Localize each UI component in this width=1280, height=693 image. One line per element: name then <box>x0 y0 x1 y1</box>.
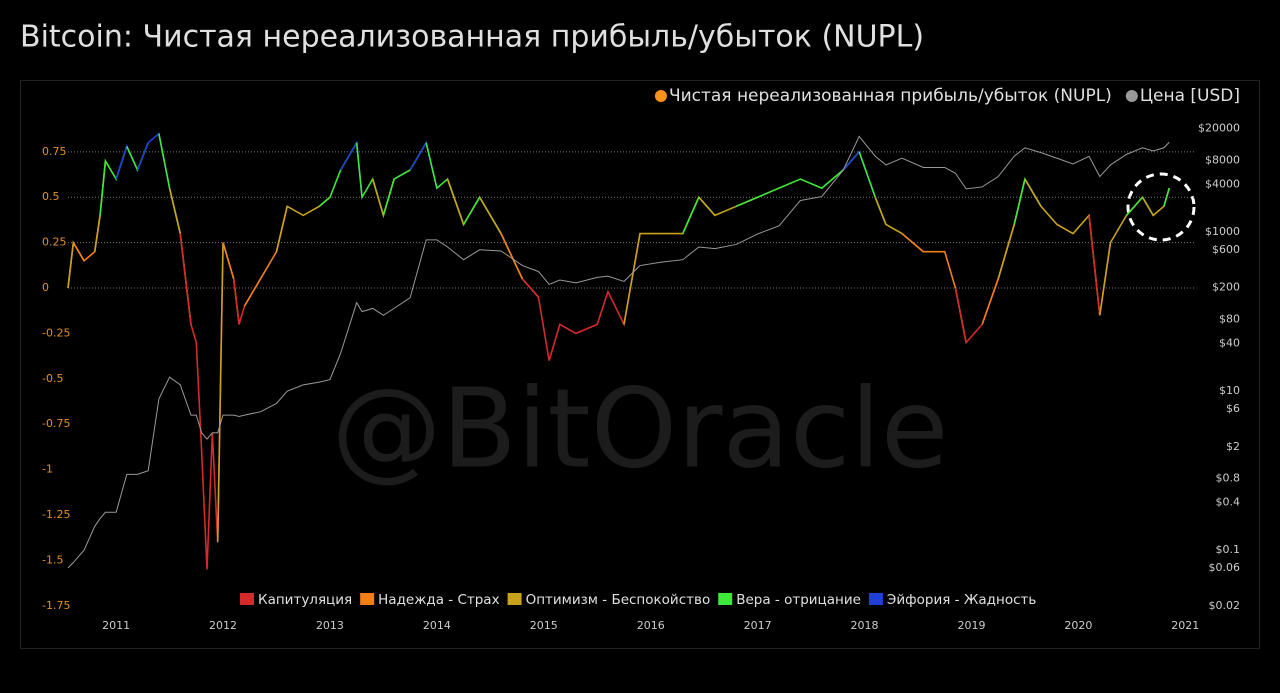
legend-marker <box>654 90 667 102</box>
y2-tick-label: $1000 <box>1205 225 1240 238</box>
y-tick-label: -0.25 <box>42 326 70 339</box>
zone-legend-label: Оптимизм - Беспокойство <box>526 592 711 608</box>
zone-legend-marker <box>718 593 733 605</box>
x-tick-label: 2012 <box>209 619 237 632</box>
chart-title: Bitcoin: Чистая нереализованная прибыль/… <box>20 20 924 55</box>
y-tick-label: 0.75 <box>42 145 67 158</box>
y2-tick-label: $200 <box>1212 281 1240 294</box>
y-tick-label: 0.25 <box>42 236 67 249</box>
y-tick-label: -0.5 <box>42 372 63 385</box>
legend-label: Цена [USD] <box>1140 86 1240 106</box>
y2-tick-label: $10 <box>1219 384 1240 397</box>
plot-frame <box>20 80 1260 649</box>
zone-legend-marker <box>507 593 522 605</box>
nupl-line <box>521 233 641 361</box>
y-tick-label: -1.5 <box>42 553 63 566</box>
y2-tick-label: $0.06 <box>1209 561 1241 574</box>
y2-tick-label: $40 <box>1219 336 1240 349</box>
y2-tick-label: $2 <box>1226 440 1240 453</box>
x-tick-label: 2018 <box>851 619 879 632</box>
x-tick-label: 2015 <box>530 619 558 632</box>
zone-legend-label: Эйфория - Жадность <box>887 592 1036 608</box>
y-tick-label: 0 <box>42 281 49 294</box>
x-tick-label: 2017 <box>744 619 772 632</box>
legend-marker <box>1125 90 1138 102</box>
zone-legend-label: Капитуляция <box>258 592 352 608</box>
nupl-line <box>1163 187 1171 207</box>
y2-tick-label: $8000 <box>1205 153 1240 166</box>
y2-tick-label: $0.8 <box>1216 471 1241 484</box>
zone-legend-label: Вера - отрицание <box>736 592 861 608</box>
y2-tick-label: $4000 <box>1205 177 1240 190</box>
price-line <box>67 135 1170 569</box>
zone-legend-label: Надежда - Страх <box>378 592 499 608</box>
y2-tick-label: $6 <box>1226 402 1240 415</box>
nupl-line <box>179 233 224 570</box>
x-tick-label: 2021 <box>1171 619 1199 632</box>
x-tick-label: 2019 <box>957 619 985 632</box>
y2-tick-label: $0.4 <box>1216 495 1241 508</box>
y2-tick-label: $0.1 <box>1216 543 1241 556</box>
y-tick-label: -1 <box>42 463 53 476</box>
y2-tick-label: $20000 <box>1198 122 1240 135</box>
x-tick-label: 2020 <box>1064 619 1092 632</box>
y2-tick-label: $600 <box>1212 243 1240 256</box>
watermark: @BitOracle <box>331 364 948 492</box>
zone-legend-marker <box>868 593 883 605</box>
x-tick-label: 2013 <box>316 619 344 632</box>
x-tick-label: 2011 <box>102 619 130 632</box>
highlight-circle <box>1126 172 1196 242</box>
y2-tick-label: $80 <box>1219 312 1240 325</box>
zone-legend-marker <box>240 593 254 605</box>
zone-legend-marker <box>360 593 375 605</box>
y-tick-label: -1.75 <box>42 599 70 612</box>
x-tick-label: 2014 <box>423 619 451 632</box>
x-tick-label: 2016 <box>637 619 665 632</box>
y2-tick-label: $0.02 <box>1209 599 1241 612</box>
y-tick-label: -1.25 <box>42 508 70 521</box>
legend-label: Чистая нереализованная прибыль/убыток (N… <box>669 86 1112 106</box>
y-tick-label: -0.75 <box>42 417 70 430</box>
y-tick-label: 0.5 <box>42 190 60 203</box>
